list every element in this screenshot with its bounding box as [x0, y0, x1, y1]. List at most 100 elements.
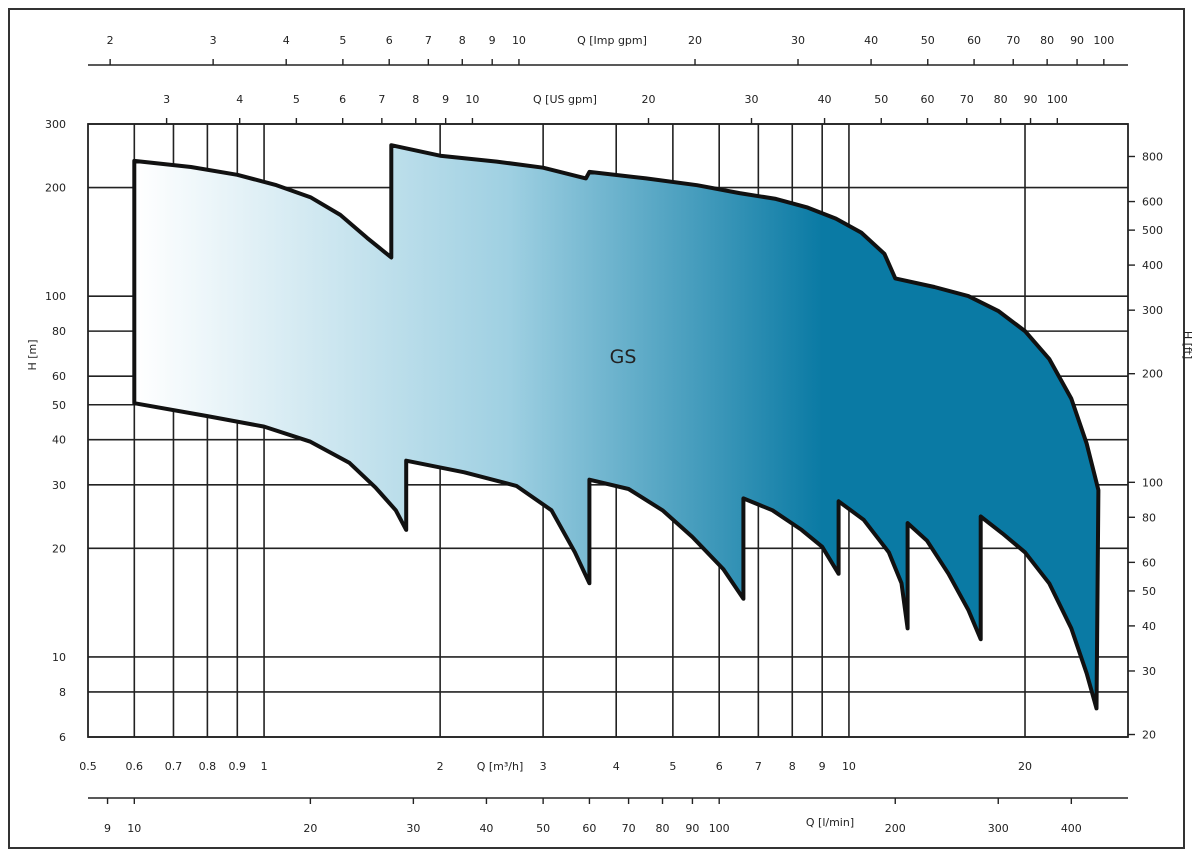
x-tick-label-m3h: 0.7 — [165, 760, 183, 773]
x-tick-label-m3h: 0.9 — [229, 760, 247, 773]
x-tick-label-impgpm: 100 — [1093, 34, 1114, 47]
x-tick-label-lmin: 90 — [685, 822, 699, 835]
x-tick-label-lmin: 70 — [622, 822, 636, 835]
x-tick-label-impgpm: 20 — [688, 34, 702, 47]
region-label: GS — [610, 346, 637, 368]
x-tick-label-usgpm: 90 — [1024, 93, 1038, 106]
y-tick-label-ft: 30 — [1142, 665, 1156, 678]
y-tick-label-m: 80 — [52, 325, 66, 338]
x-tick-label-usgpm: 60 — [921, 93, 935, 106]
y-tick-label-m: 8 — [59, 686, 66, 699]
y-tick-label-m: 100 — [45, 290, 66, 303]
x-tick-label-usgpm: 30 — [744, 93, 758, 106]
x-tick-label-impgpm: 30 — [791, 34, 805, 47]
x-tick-label-m3h: 7 — [755, 760, 762, 773]
y-tick-label-ft: 400 — [1142, 259, 1163, 272]
x-tick-label-impgpm: 60 — [967, 34, 981, 47]
x-tick-label-lmin: 400 — [1061, 822, 1082, 835]
x-tick-label-lmin: 20 — [303, 822, 317, 835]
y-tick-label-ft: 40 — [1142, 620, 1156, 633]
x-tick-label-lmin: 80 — [656, 822, 670, 835]
x-tick-label-impgpm: 40 — [864, 34, 878, 47]
x-tick-label-impgpm: 9 — [489, 34, 496, 47]
x-tick-label-lmin: 10 — [127, 822, 141, 835]
y-tick-label-m: 30 — [52, 479, 66, 492]
x-tick-label-impgpm: 50 — [921, 34, 935, 47]
x-tick-label-usgpm: 80 — [994, 93, 1008, 106]
x-tick-label-lmin: 100 — [709, 822, 730, 835]
y-tick-label-m: 60 — [52, 370, 66, 383]
y-tick-label-m: 10 — [52, 651, 66, 664]
x-axis-label-lmin: Q [l/min] — [806, 816, 854, 829]
x-tick-label-usgpm: 8 — [412, 93, 419, 106]
x-tick-label-impgpm: 3 — [210, 34, 217, 47]
x-tick-label-usgpm: 20 — [642, 93, 656, 106]
y-tick-label-ft: 20 — [1142, 729, 1156, 742]
x-tick-label-lmin: 60 — [582, 822, 596, 835]
y-tick-label-ft: 600 — [1142, 196, 1163, 209]
x-tick-label-impgpm: 90 — [1070, 34, 1084, 47]
x-tick-label-m3h: 8 — [789, 760, 796, 773]
x-tick-label-impgpm: 10 — [512, 34, 526, 47]
x-tick-label-m3h: 6 — [716, 760, 723, 773]
y-tick-label-ft: 50 — [1142, 585, 1156, 598]
y-tick-label-ft: 80 — [1142, 511, 1156, 524]
x-tick-label-m3h: 3 — [540, 760, 547, 773]
axes: 0.5 0.6 0.7 0.8 0.9 1 2 3 4 5 6 7 8 9 10 20 Q [m³/h] 9 10 2… — [26, 34, 1194, 835]
y-axis-label-m: H [m] — [26, 339, 39, 370]
x-tick-label-usgpm: 5 — [293, 93, 300, 106]
x-tick-label-usgpm: 40 — [818, 93, 832, 106]
x-tick-label-usgpm: 70 — [960, 93, 974, 106]
x-tick-label-m3h: 2 — [437, 760, 444, 773]
x-tick-label-impgpm: 6 — [386, 34, 393, 47]
x-tick-label-usgpm: 6 — [339, 93, 346, 106]
x-tick-label-m3h: 1 — [261, 760, 268, 773]
x-tick-label-impgpm: 5 — [339, 34, 346, 47]
x-tick-label-impgpm: 7 — [425, 34, 432, 47]
x-tick-label-usgpm: 7 — [378, 93, 385, 106]
x-tick-label-impgpm: 2 — [107, 34, 114, 47]
x-tick-label-usgpm: 50 — [874, 93, 888, 106]
y-tick-label-m: 40 — [52, 434, 66, 447]
plot-border — [87, 123, 1129, 738]
x-tick-label-usgpm: 100 — [1047, 93, 1068, 106]
x-tick-label-impgpm: 8 — [459, 34, 466, 47]
y-tick-label-ft: 60 — [1142, 556, 1156, 569]
y-tick-label-ft: 200 — [1142, 368, 1163, 381]
x-tick-label-lmin: 50 — [536, 822, 550, 835]
x-tick-label-m3h: 0.5 — [79, 760, 97, 773]
y-tick-label-m: 300 — [45, 118, 66, 131]
y-tick-label-ft: 800 — [1142, 150, 1163, 163]
x-tick-label-lmin: 300 — [988, 822, 1009, 835]
x-tick-label-m3h: 0.6 — [126, 760, 144, 773]
x-tick-label-lmin: 40 — [479, 822, 493, 835]
x-axis-label-impgpm: Q [Imp gpm] — [577, 34, 647, 47]
y-axis-label-ft: H [ft] — [1181, 331, 1194, 359]
y-tick-label-m: 50 — [52, 399, 66, 412]
x-axis-label-m3h: Q [m³/h] — [477, 760, 524, 773]
y-tick-label-ft: 100 — [1142, 476, 1163, 489]
x-tick-label-lmin: 9 — [104, 822, 111, 835]
gs-operating-region — [132, 143, 1101, 711]
x-tick-label-m3h: 20 — [1018, 760, 1032, 773]
x-tick-label-impgpm: 80 — [1040, 34, 1054, 47]
x-tick-label-impgpm: 70 — [1006, 34, 1020, 47]
x-tick-label-m3h: 9 — [819, 760, 826, 773]
x-tick-label-m3h: 5 — [669, 760, 676, 773]
x-tick-label-usgpm: 3 — [163, 93, 170, 106]
y-tick-label-m: 6 — [59, 731, 66, 744]
y-tick-label-m: 20 — [52, 542, 66, 555]
x-tick-label-m3h: 4 — [613, 760, 620, 773]
chart-frame — [8, 8, 1185, 849]
x-tick-label-lmin: 200 — [885, 822, 906, 835]
x-tick-label-m3h: 10 — [842, 760, 856, 773]
x-tick-label-usgpm: 9 — [442, 93, 449, 106]
y-tick-label-m: 200 — [45, 182, 66, 195]
x-tick-label-m3h: 0.8 — [199, 760, 217, 773]
x-tick-label-impgpm: 4 — [283, 34, 290, 47]
y-tick-label-ft: 500 — [1142, 224, 1163, 237]
x-tick-label-lmin: 30 — [406, 822, 420, 835]
x-tick-label-usgpm: 4 — [236, 93, 243, 106]
